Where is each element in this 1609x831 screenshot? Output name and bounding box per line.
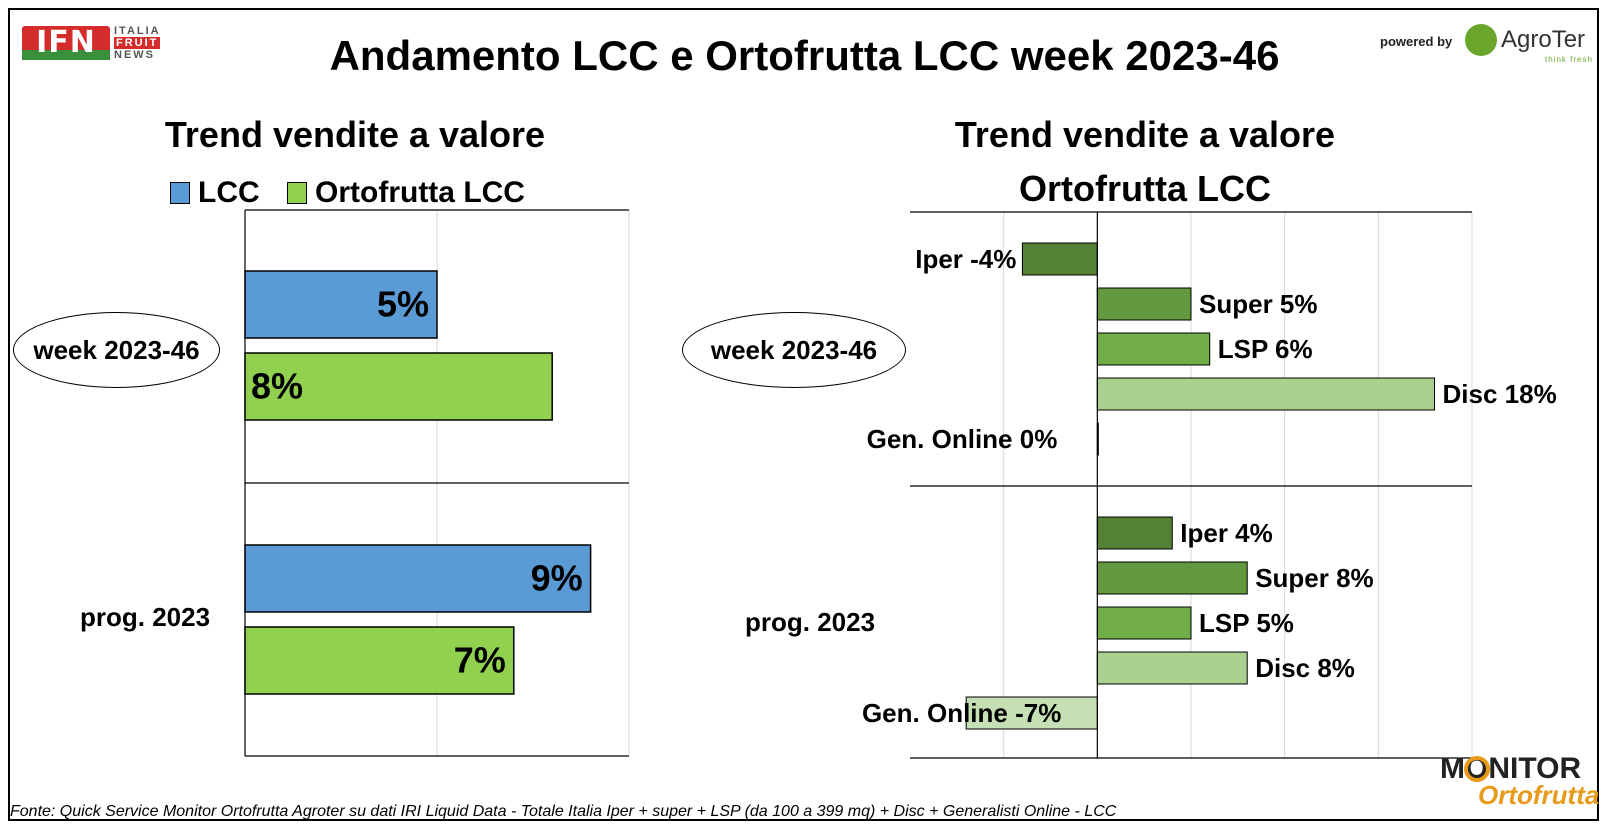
- monitor-logo-bottom: Ortofrutta: [1478, 780, 1600, 810]
- left-bar-lcc-0: [244, 270, 438, 339]
- right-data-label-1-4: Gen. Online -7%: [862, 698, 1061, 728]
- right-bar-disc-1: [1096, 651, 1248, 685]
- right-bar-iper-0: [1021, 242, 1098, 276]
- right-data-label-1-1: Super 8%: [1255, 563, 1374, 593]
- powered-by-label: powered by: [1380, 34, 1453, 49]
- right-data-label-0-2: LSP 6%: [1218, 334, 1313, 364]
- right-data-label-1-2: LSP 5%: [1199, 608, 1294, 638]
- left-category-week: week 2023-46: [33, 335, 200, 365]
- left-category-prog: prog. 2023: [80, 602, 211, 632]
- right-data-label-1-3: Disc 8%: [1255, 653, 1355, 683]
- right-data-label-0-3: Disc 18%: [1443, 379, 1557, 409]
- right-bar-super-0: [1096, 287, 1192, 321]
- source-note: Fonte: Quick Service Monitor Ortofrutta …: [10, 803, 1117, 820]
- left-bar-lcc-1: [244, 544, 592, 613]
- left-data-label-1-1: 7%: [454, 640, 506, 681]
- ifn-sub-2: FRUIT: [114, 37, 161, 49]
- left-bar-ortofrutta-lcc-0: [244, 352, 553, 421]
- left-category-week-ellipse: week 2023-46: [13, 312, 220, 388]
- right-data-label-0-1: Super 5%: [1199, 289, 1318, 319]
- left-data-label-0-1: 9%: [531, 558, 583, 599]
- right-bar-lsp-0: [1096, 332, 1211, 366]
- legend-swatch-lcc: [170, 182, 190, 204]
- right-chart-title-line1: Trend vendite a valore: [954, 114, 1336, 155]
- right-bar-iper-1: [1096, 516, 1173, 550]
- ifn-logo-stripe: [22, 50, 110, 60]
- left-chart-title: Trend vendite a valore: [164, 114, 546, 155]
- right-bar-disc-0: [1096, 377, 1436, 411]
- ifn-logo-mark: IFN: [22, 26, 110, 60]
- slide-frame: [8, 8, 1599, 821]
- right-data-label-1-0: Iper 4%: [1180, 518, 1273, 548]
- left-bar-ortofrutta-lcc-1: [244, 626, 515, 695]
- right-category-week: week 2023-46: [710, 335, 878, 365]
- right-category-week-ellipse: week 2023-46: [682, 312, 906, 388]
- legend-label-lcc: LCC: [198, 176, 260, 209]
- right-data-label-0-4: Gen. Online 0%: [867, 424, 1058, 454]
- ifn-logo: IFN ITALIA FRUIT NEWS: [22, 25, 167, 64]
- agroter-tagline: think fresh: [1545, 55, 1593, 64]
- right-data-label-0-0: Iper -4%: [915, 244, 1016, 274]
- right-category-prog: prog. 2023: [745, 607, 876, 637]
- right-bar-lsp-1: [1096, 606, 1192, 640]
- legend-swatch-ortofrutta: [287, 182, 307, 204]
- agroter-logo: AgroTer think fresh: [1465, 22, 1595, 64]
- ifn-logo-text: IFN: [36, 25, 96, 60]
- page-title: Andamento LCC e Ortofrutta LCC week 2023…: [329, 32, 1280, 79]
- ifn-sub-3: NEWS: [114, 49, 155, 61]
- left-data-label-1-0: 8%: [251, 366, 303, 407]
- right-chart-title-line2: Ortofrutta LCC: [1019, 168, 1271, 209]
- legend-label-ortofrutta: Ortofrutta LCC: [315, 176, 525, 209]
- monitor-logo-top: MONITOR: [1440, 752, 1582, 785]
- magnifier-icon: [1464, 756, 1490, 782]
- agroter-leaf-icon: [1465, 24, 1497, 56]
- right-bar-super-1: [1096, 561, 1248, 595]
- monitor-ortofrutta-logo: MONITOR Ortofrutta: [1440, 752, 1600, 812]
- left-data-label-0-0: 5%: [377, 284, 429, 325]
- agroter-name: AgroTer: [1501, 26, 1586, 53]
- ifn-sub-1: ITALIA: [114, 25, 161, 37]
